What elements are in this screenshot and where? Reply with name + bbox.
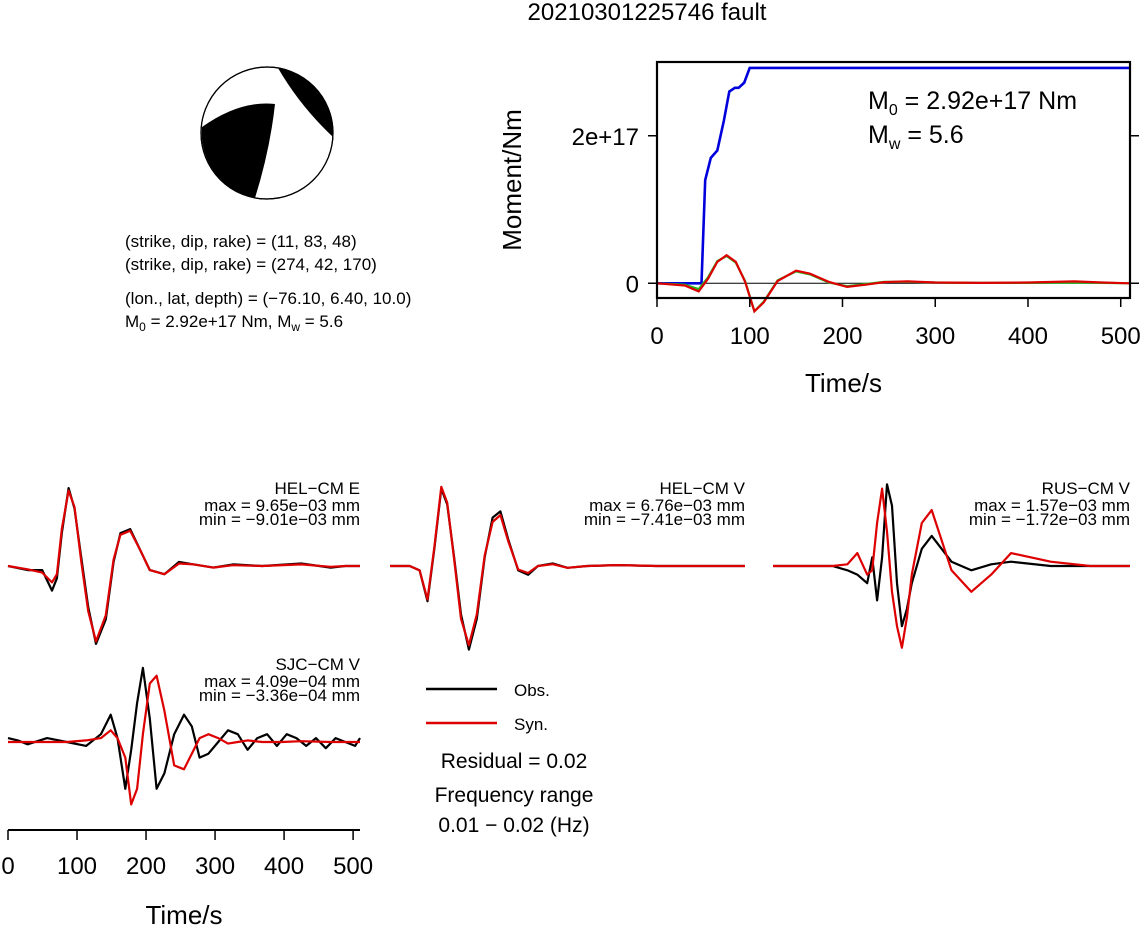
y-axis-label: Moment/Nm (497, 109, 527, 251)
fit-summary: Residual = 0.02 Frequency range 0.01 − 0… (435, 750, 594, 837)
y-tick-label: 2e+17 (572, 124, 639, 151)
trace-syn (8, 674, 360, 806)
x-tick-label: 200 (126, 853, 166, 880)
x-tick-label: 500 (1101, 323, 1141, 350)
x-tick-label: 400 (264, 853, 304, 880)
min-label: min = −7.41e−03 mm (584, 510, 745, 529)
y-tick-label: 0 (626, 271, 639, 298)
waveform-time-axis: 0 100 200 300 400 500 Time/s (1, 829, 373, 927)
x-tick-label: 400 (1008, 323, 1048, 350)
x-tick-label: 100 (730, 323, 770, 350)
legend-obs-label: Obs. (514, 681, 550, 700)
trace-obs (7, 666, 361, 790)
trace-syn (390, 485, 745, 647)
series-cumulative (657, 66, 1130, 285)
max-label: max = 6.76e−03 mm (589, 496, 745, 515)
max-label: max = 4.09e−04 mm (204, 672, 360, 691)
x-tick-label: 200 (822, 323, 862, 350)
x-axis-label: Time/s (145, 900, 222, 927)
min-label: min = −3.36e−04 mm (199, 686, 360, 705)
x-tick-label: 500 (333, 853, 373, 880)
trace-syn (7, 489, 360, 643)
legend-syn-label: Syn. (514, 715, 548, 734)
trace-obs (773, 483, 1130, 628)
magnitude-annotation: Mw = 5.6 (868, 121, 964, 153)
mechanism-line-2: (strike, dip, rake) = (274, 42, 170) (125, 255, 377, 274)
moment-annotation: M0 = 2.92e+17 Nm (868, 87, 1077, 119)
moment-rate-chart: 0 100 200 300 400 500 0 2e+17 Time/s Moment/Nm M0 … (497, 60, 1141, 398)
plot-frame (655, 60, 1132, 300)
series-rate_red (656, 253, 1131, 314)
x-tick-label: 0 (650, 323, 663, 350)
mechanism-line-3: (lon., lat, depth) = (−76.10, 6.40, 10.0… (125, 289, 411, 308)
x-tick-label: 300 (195, 853, 235, 880)
frequency-value: 0.01 − 0.02 (Hz) (438, 814, 589, 837)
x-tick-label: 100 (57, 853, 97, 880)
trace-syn (773, 487, 1130, 649)
residual-text: Residual = 0.02 (441, 750, 588, 773)
max-label: max = 9.65e−03 mm (204, 496, 360, 515)
x-axis-label: Time/s (805, 368, 882, 398)
min-label: min = −1.72e−03 mm (969, 510, 1130, 529)
mechanism-moment-line: M0 = 2.92e+17 Nm, Mw = 5.6 (125, 312, 343, 334)
station-label: SJC−CM V (275, 655, 360, 674)
min-label: min = −9.01e−03 mm (199, 510, 360, 529)
x-tick-label: 0 (1, 853, 14, 880)
legend: Obs. Syn. (426, 681, 550, 734)
x-tick-label: 300 (915, 323, 955, 350)
frequency-title: Frequency range (435, 784, 594, 807)
mechanism-info: (strike, dip, rake) = (11, 83, 48) (stri… (125, 232, 411, 334)
station-label: HEL−CM E (275, 479, 361, 498)
page-title: 20210301225746 fault (528, 0, 767, 26)
mechanism-line-1: (strike, dip, rake) = (11, 83, 48) (125, 232, 357, 251)
max-label: max = 1.57e−03 mm (974, 496, 1130, 515)
station-label: HEL−CM V (660, 479, 746, 498)
station-label: RUS−CM V (1042, 479, 1131, 498)
beachball-icon (200, 66, 334, 200)
